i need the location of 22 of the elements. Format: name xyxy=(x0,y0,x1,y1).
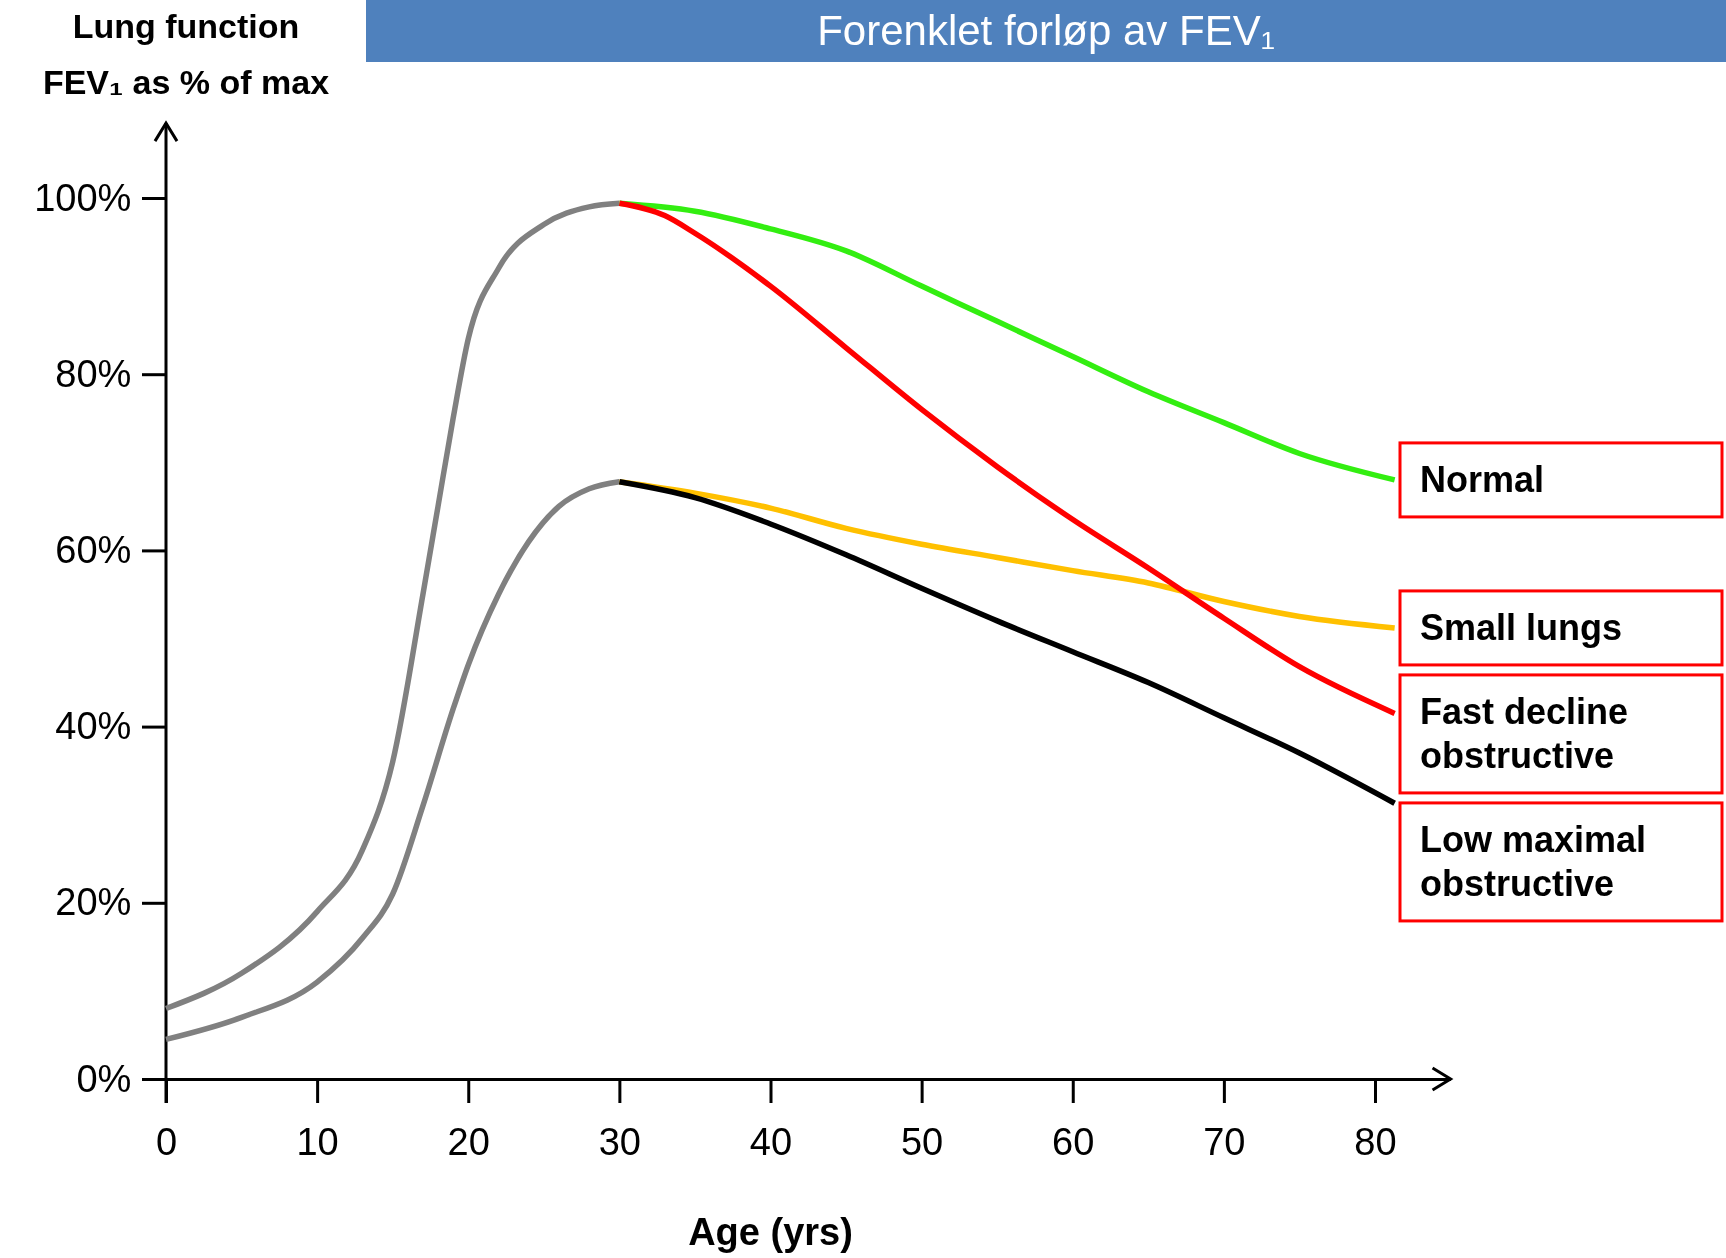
y-tick-label: 20% xyxy=(55,881,132,924)
x-tick-label: 70 xyxy=(1203,1121,1246,1164)
x-tick-label: 60 xyxy=(1052,1121,1095,1164)
x-tick-label: 20 xyxy=(447,1121,490,1164)
series-label: Fast decline obstructive xyxy=(1420,690,1629,776)
series-label: Normal xyxy=(1420,458,1545,500)
series-label: Low maximal obstructive xyxy=(1420,818,1647,904)
x-axis-title: Age (yrs) xyxy=(688,1211,853,1253)
x-tick-label: 0 xyxy=(155,1121,178,1164)
x-tick-label: 50 xyxy=(900,1121,944,1164)
x-tick-label: 40 xyxy=(749,1121,793,1164)
y-tick-label: 100% xyxy=(34,176,132,219)
y-tick-label: 40% xyxy=(55,705,132,748)
x-tick-label: 80 xyxy=(1354,1121,1397,1164)
x-tick-label: 30 xyxy=(598,1121,642,1164)
chart-title: Forenklet forløp av FEV₁ xyxy=(817,7,1275,54)
y-tick-label: 0% xyxy=(76,1057,132,1100)
y-axis-title: Lung function FEV₁ as % of max xyxy=(42,7,330,101)
x-tick-label: 10 xyxy=(296,1121,339,1164)
series-label: Small lungs xyxy=(1420,606,1623,648)
y-tick-label: 80% xyxy=(55,352,132,395)
y-tick-label: 60% xyxy=(55,529,132,572)
